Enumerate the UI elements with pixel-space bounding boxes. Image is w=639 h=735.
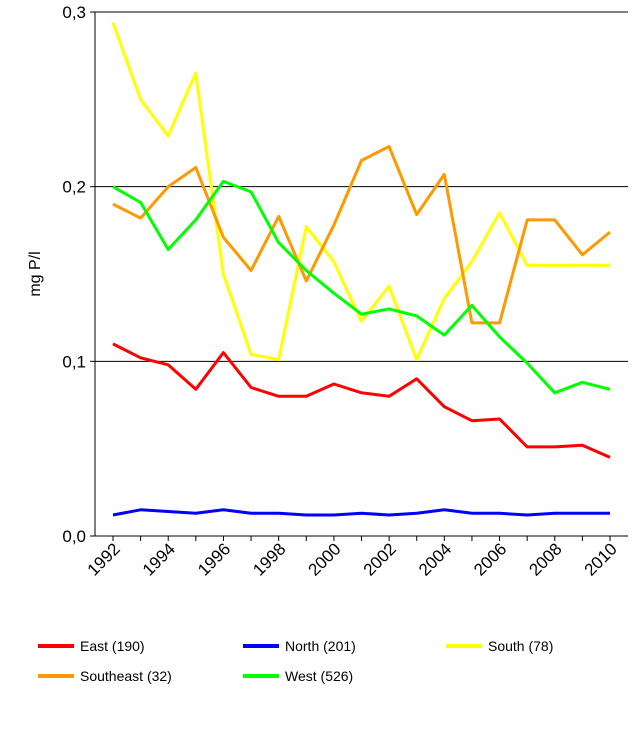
y-tick-labels: 0,0 0,1 0,2 0,3 [62,3,86,546]
series-line [112,342,611,459]
legend-item: North (201) [243,638,356,654]
y-axis-label: mg P/l [27,251,44,296]
x-tick-label: 2004 [415,539,455,579]
series-lines [111,21,611,517]
legend-swatch [38,644,74,648]
legend-item: East (190) [38,638,145,654]
series-line [112,508,610,517]
legend: East (190) North (201) South (78) Southeast… [38,638,638,708]
legend-label: West (526) [285,668,354,684]
legend-label: North (201) [285,638,356,654]
legend-label: Southeast (32) [80,668,172,684]
x-tick-label: 2000 [305,539,345,579]
x-tick-labels: 1992 1994 1996 1998 2000 2002 2004 2006 2008 2010 [84,539,621,579]
axes [90,11,628,541]
y-tick-label: 0,1 [62,352,86,371]
line-chart: 0,0 0,1 0,2 0,3 1992 1994 1996 1998 2000 2002 200… [27,3,628,580]
y-tick-label: 0,3 [62,3,86,22]
y-tick-label: 0,0 [62,527,86,546]
x-tick-label: 2008 [525,539,565,579]
legend-label: South (78) [488,638,554,654]
legend-item: South (78) [446,638,553,654]
legend-label: East (190) [80,638,145,654]
series-line [111,21,610,362]
legend-item: Southeast (32) [38,668,172,684]
x-tick-label: 2002 [360,539,400,579]
legend-swatch [243,644,279,648]
legend-swatch [446,644,482,648]
x-tick-label: 1992 [84,539,124,579]
x-tick-label: 1998 [249,539,289,579]
x-tick-label: 2010 [581,539,621,579]
x-tick-label: 2006 [470,539,510,579]
legend-swatch [243,674,279,678]
gridlines [95,11,628,362]
y-tick-label: 0,2 [62,178,86,197]
series-line [112,179,611,395]
series-line [112,145,611,325]
x-tick-label: 1994 [139,539,179,579]
legend-swatch [38,674,74,678]
x-tick-label: 1996 [194,539,234,579]
legend-item: West (526) [243,668,353,684]
